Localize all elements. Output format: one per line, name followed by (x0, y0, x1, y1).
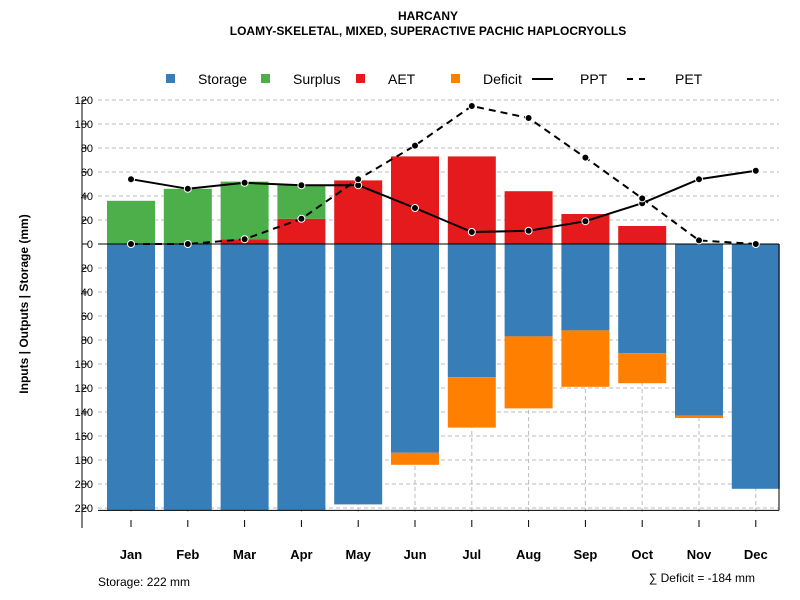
pet-point (695, 236, 703, 245)
storage-bar (391, 244, 439, 453)
storage-bar (107, 244, 155, 511)
storage-bar (447, 244, 496, 378)
pet-point (411, 141, 419, 150)
y-tick-label: 200 (75, 479, 93, 491)
deficit-bar (561, 330, 610, 387)
x-tick-label: Nov (687, 547, 712, 562)
legend: Storage Surplus AET Deficit PPT PET (166, 71, 703, 87)
legend-label-storage: Storage (198, 71, 247, 87)
surplus-bar (277, 185, 326, 219)
y-axis-label: Inputs | Outputs | Storage (mm) (17, 214, 31, 393)
x-tick-label: Sep (573, 547, 597, 562)
x-tick-label: Mar (233, 547, 256, 562)
x-tick-label: Apr (290, 547, 312, 562)
storage-footer: Storage: 222 mm (98, 575, 190, 589)
surplus-bar (107, 200, 155, 244)
y-tick-label: 140 (75, 407, 93, 419)
y-tick-label: 60 (81, 311, 93, 323)
storage-bar (220, 244, 269, 511)
pet-point (524, 114, 533, 122)
pet-point (467, 102, 476, 110)
aet-bar (504, 191, 553, 244)
y-tick-label: 80 (81, 143, 93, 155)
storage-bar (731, 244, 780, 489)
legend-swatch-deficit (451, 74, 460, 83)
y-tick-label: 40 (81, 191, 93, 203)
x-tick-label: Jan (120, 547, 142, 562)
deficit-bar (618, 353, 667, 384)
ppt-point (411, 204, 419, 212)
ppt-point (695, 175, 703, 184)
legend-swatch-storage (166, 74, 175, 83)
ppt-point (183, 184, 192, 193)
ppt-point (240, 178, 249, 187)
aet-bar (618, 226, 667, 244)
pet-point (240, 235, 249, 244)
legend-label-aet: AET (388, 71, 416, 87)
x-tick-label: Feb (176, 547, 199, 562)
legend-label-surplus: Surplus (293, 71, 340, 87)
legend-swatch-aet (356, 74, 365, 83)
y-tick-label: 80 (81, 335, 93, 347)
x-tick-label: Oct (631, 547, 653, 562)
ppt-point (297, 181, 306, 190)
deficit-sum-footer: ∑ Deficit = -184 mm (649, 571, 755, 585)
deficit-bar (675, 415, 723, 418)
y-tick-label: 120 (75, 95, 93, 107)
legend-swatch-surplus (261, 74, 270, 83)
storage-bar (675, 244, 723, 416)
y-tick-label: 20 (81, 263, 93, 275)
pet-point (297, 214, 306, 223)
storage-bar (561, 244, 610, 331)
ppt-point (581, 217, 590, 226)
x-tick-label: Aug (516, 547, 541, 562)
y-tick-label: 40 (81, 287, 93, 299)
x-tick-label: Dec (744, 547, 768, 562)
chart-title: HARCANY (398, 9, 458, 23)
y-tick-label: 20 (81, 215, 93, 227)
storage-bar (277, 244, 326, 511)
aet-bar (391, 156, 439, 244)
storage-bar (504, 244, 553, 337)
y-tick-label: 0 (87, 239, 93, 251)
y-tick-label: 100 (75, 119, 93, 131)
pet-point (751, 240, 760, 248)
storage-bar (618, 244, 667, 354)
ppt-point (467, 228, 476, 236)
chart-subtitle: LOAMY-SKELETAL, MIXED, SUPERACTIVE PACHI… (230, 24, 626, 38)
x-tick-label: Jul (462, 547, 481, 562)
storage-bar (334, 244, 383, 505)
surplus-bar (163, 188, 212, 244)
surplus-bar (220, 181, 269, 240)
storage-bar (163, 244, 212, 511)
ppt-line (130, 169, 756, 234)
pet-point (127, 240, 135, 248)
legend-label-deficit: Deficit (483, 71, 522, 87)
y-tick-label: 160 (75, 431, 93, 443)
y-tick-label: 60 (81, 167, 93, 179)
aet-bar (277, 218, 326, 244)
ppt-point (127, 175, 135, 184)
legend-label-ppt: PPT (580, 71, 608, 87)
deficit-bar (447, 377, 496, 428)
legend-label-pet: PET (675, 71, 703, 87)
x-tick-label: Jun (403, 547, 426, 562)
aet-bar (334, 180, 383, 244)
ppt-point (524, 226, 533, 235)
pet-point (638, 194, 647, 203)
y-tick-label: 100 (75, 359, 93, 371)
pet-point (183, 240, 192, 248)
deficit-bar (504, 336, 553, 409)
x-tick-label: May (346, 547, 372, 562)
y-tick-label: 220 (75, 503, 93, 515)
pet-point (581, 153, 590, 162)
ppt-point (751, 166, 760, 175)
y-tick-label: 120 (75, 383, 93, 395)
y-tick-label: 180 (75, 455, 93, 467)
deficit-bar (391, 452, 439, 465)
pet-point (354, 175, 363, 184)
